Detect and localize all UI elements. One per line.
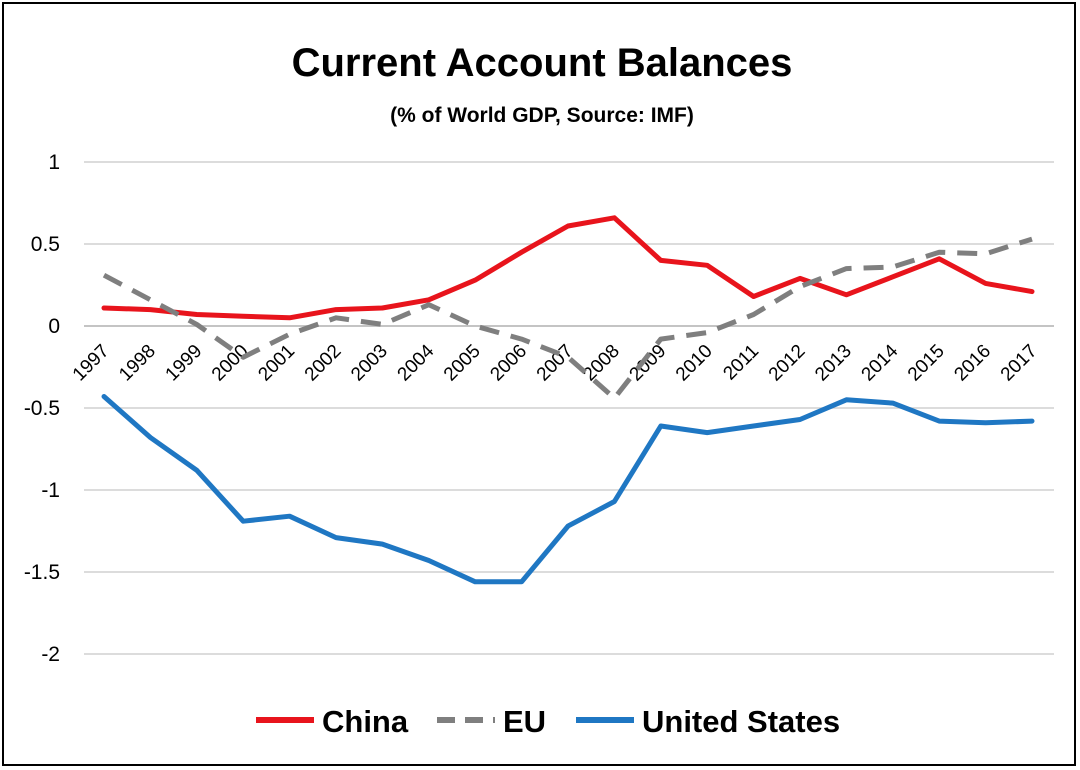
x-tick-label: 2011	[719, 341, 763, 385]
x-tick-label: 2005	[440, 341, 485, 386]
series-lines	[101, 215, 1035, 585]
x-tick-label: 2016	[950, 341, 995, 386]
x-tick-label: 2010	[672, 341, 717, 386]
y-tick-label: -0.5	[24, 397, 60, 420]
legend-label-china: China	[322, 704, 409, 739]
x-tick-label: 2006	[486, 341, 531, 386]
x-axis-tick-labels: 1997 1998 1999 2000 2001 2002 2003 2004 2005 2006…	[69, 340, 1042, 385]
series-line-china	[101, 215, 1035, 321]
y-tick-label: -2	[41, 643, 60, 666]
y-tick-label: 0	[48, 315, 60, 338]
x-tick-label: 1999	[162, 341, 207, 386]
chart-title: Current Account Balances	[292, 41, 793, 85]
x-tick-label: 2014	[858, 340, 903, 385]
y-tick-label: 1	[48, 151, 60, 174]
x-tick-label: 2003	[347, 341, 392, 386]
series-line-eu	[102, 236, 1033, 401]
gridlines	[84, 161, 1054, 655]
legend: China EU United States	[256, 704, 840, 739]
legend-label-united-states: United States	[642, 704, 840, 739]
y-tick-label: -1	[41, 479, 60, 502]
x-tick-label: 2009	[626, 341, 671, 386]
series-line-united-states	[101, 394, 1035, 585]
x-tick-label: 2007	[533, 341, 578, 386]
x-tick-label: 2015	[904, 341, 949, 386]
x-tick-label: 2002	[301, 341, 346, 386]
x-tick-label: 2013	[811, 341, 856, 386]
x-tick-label: 2012	[765, 341, 810, 386]
x-tick-label: 2017	[997, 341, 1042, 386]
y-axis-tick-labels: 1 0.5 0 -0.5 -1 -1.5 -2	[24, 151, 60, 666]
y-tick-label: -1.5	[24, 561, 60, 584]
legend-label-eu: EU	[503, 704, 546, 739]
x-tick-label: 2001	[254, 341, 299, 386]
chart-subtitle: (% of World GDP, Source: IMF)	[390, 104, 694, 127]
x-tick-label: 2004	[394, 340, 439, 385]
x-tick-label: 2008	[579, 341, 624, 386]
x-tick-label: 1998	[115, 341, 160, 386]
x-tick-label: 1997	[69, 341, 114, 386]
chart-svg: Current Account Balances (% of World GDP…	[24, 41, 1054, 739]
y-tick-label: 0.5	[31, 233, 60, 256]
